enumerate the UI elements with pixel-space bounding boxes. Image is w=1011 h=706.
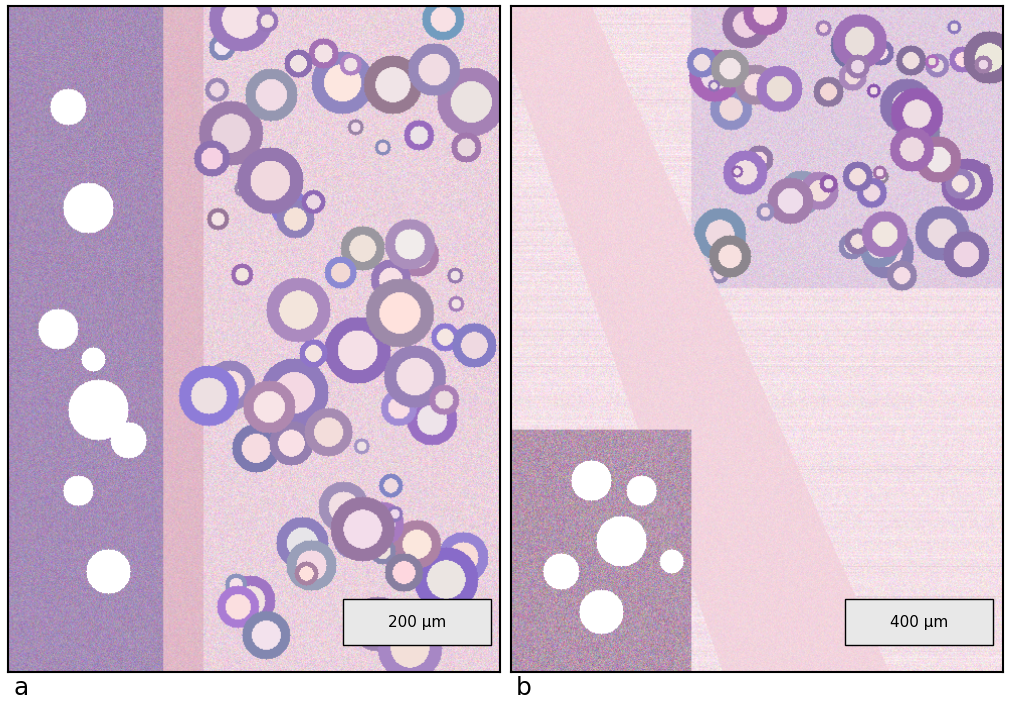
Text: a: a (13, 676, 28, 700)
FancyBboxPatch shape (845, 599, 993, 645)
Text: 400 μm: 400 μm (890, 615, 948, 630)
Text: b: b (516, 676, 532, 700)
FancyBboxPatch shape (343, 599, 490, 645)
Text: 200 μm: 200 μm (387, 615, 446, 630)
